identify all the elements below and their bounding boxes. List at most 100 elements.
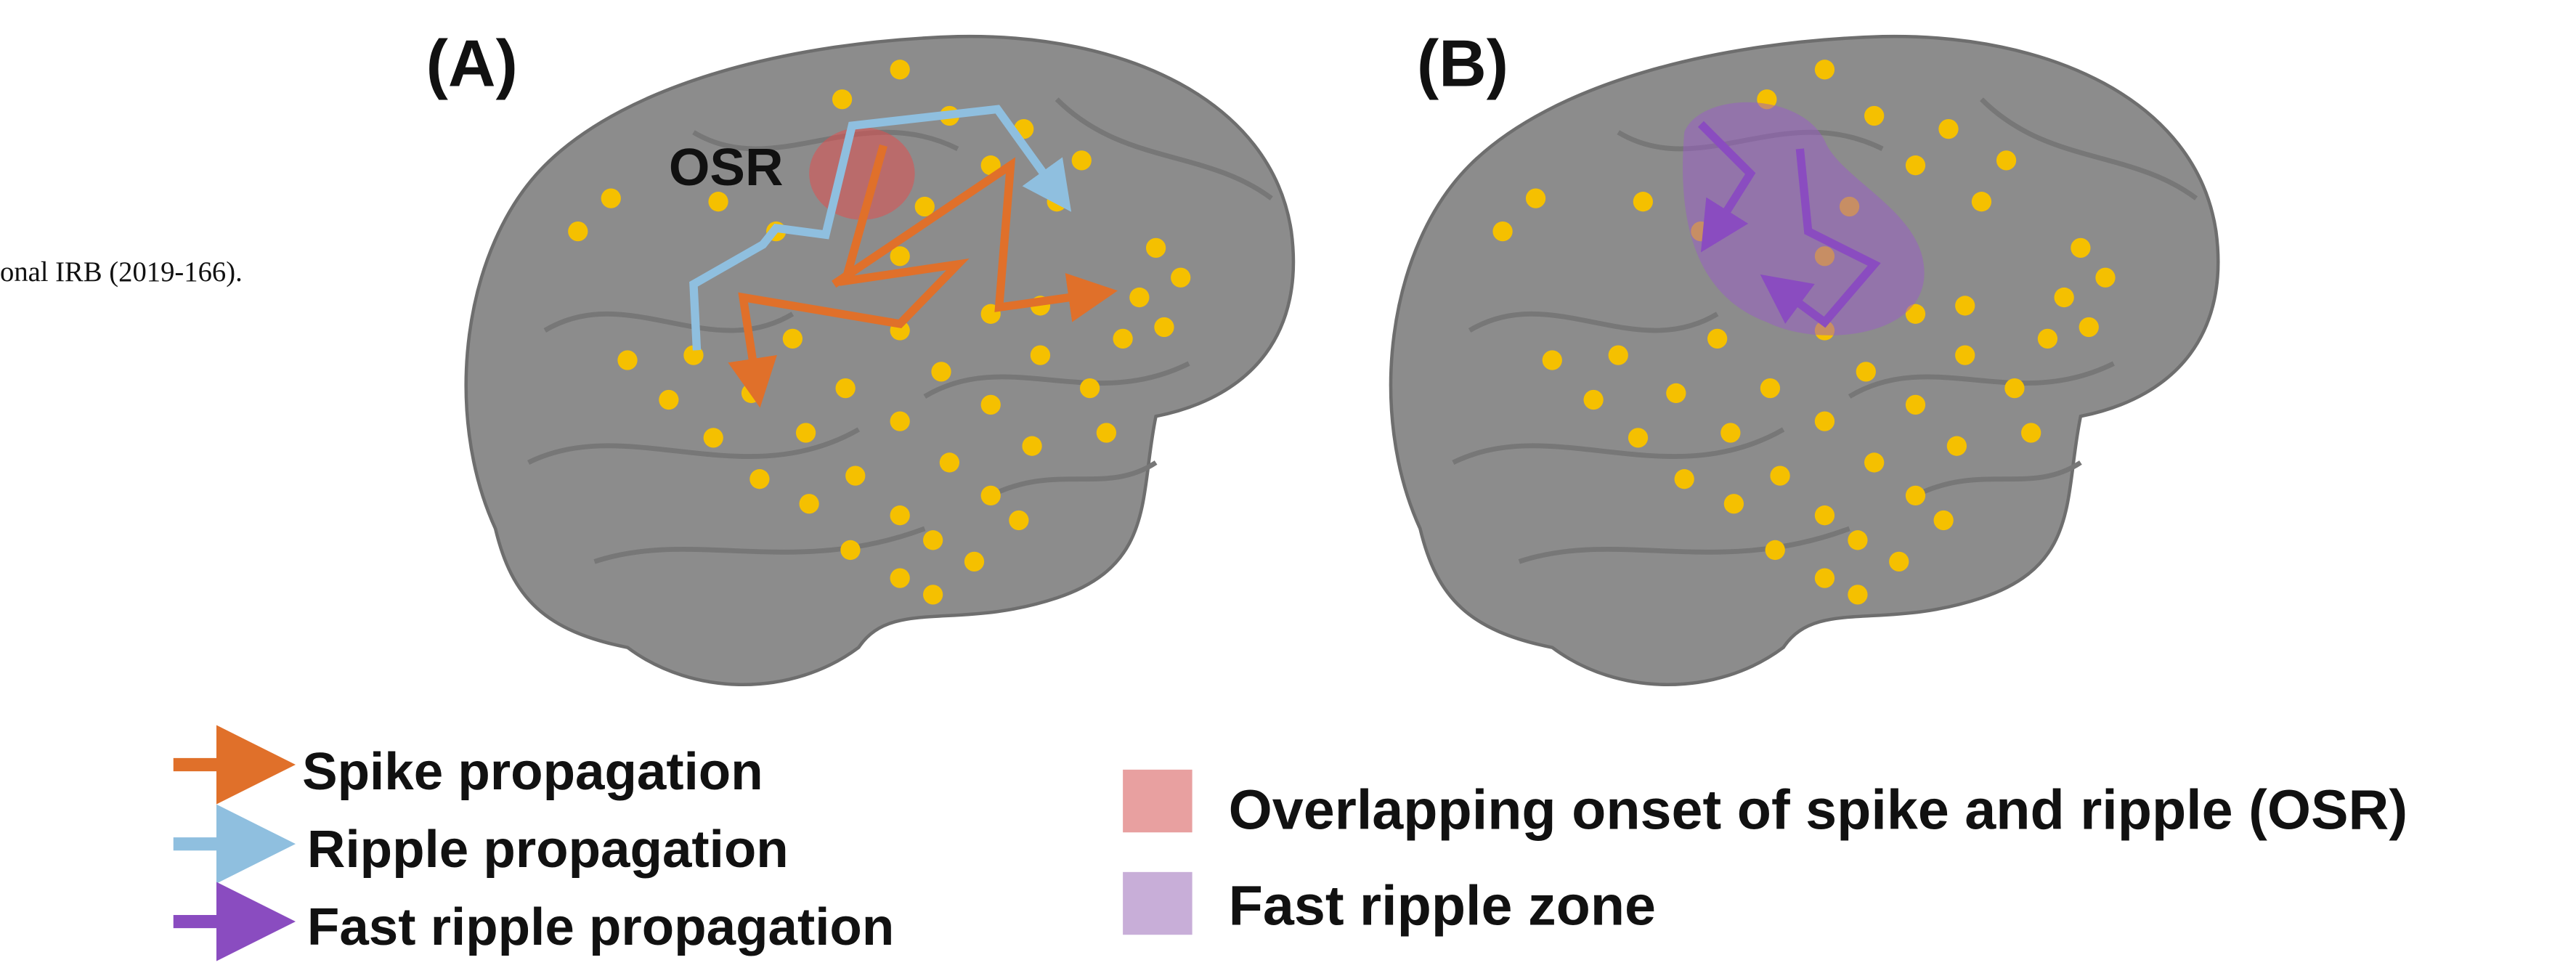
electrode (782, 328, 803, 349)
electrode (1770, 465, 1790, 486)
electrode (1848, 585, 1868, 605)
electrode (1009, 510, 1029, 531)
osr-label: OSR (669, 138, 784, 197)
electrode (1938, 119, 1959, 139)
electrode (1030, 345, 1051, 365)
electrode (568, 221, 588, 242)
electrode (832, 89, 853, 110)
legend-text: Overlapping onset of spike and ripple (O… (1229, 779, 2408, 842)
electrode (1971, 192, 1992, 212)
spike-arrow (832, 157, 1118, 322)
electrode (1022, 436, 1042, 456)
electrode (1848, 530, 1868, 550)
electrode (1760, 378, 1781, 399)
electrode (1047, 192, 1067, 212)
gyrus (1055, 97, 1273, 200)
electrode (741, 383, 762, 404)
gyrus (1848, 361, 2115, 399)
electrode (1905, 485, 1926, 506)
gyrus (543, 311, 795, 333)
electrode (980, 485, 1001, 506)
legend-text: Fast ripple propagation (307, 898, 894, 956)
electrode (2004, 378, 2025, 399)
electrode (1096, 423, 1117, 443)
electrode (1765, 540, 1785, 561)
panel-label: (B) (1417, 28, 1508, 101)
electrode (939, 452, 960, 473)
electrode (890, 411, 910, 431)
electrode (1129, 287, 1150, 308)
electrode (2054, 287, 2074, 308)
panel-label: (A) (426, 28, 518, 101)
electrode (845, 465, 866, 486)
electrode (1113, 328, 1133, 349)
gyrus (1914, 460, 2082, 498)
electrode (890, 505, 910, 526)
fast-ripple-arrow (1697, 121, 1756, 253)
electrode (835, 378, 856, 399)
legend-swatch (1123, 871, 1192, 935)
electrode (1955, 296, 1975, 316)
electrode (659, 389, 679, 410)
electrode (1996, 150, 2017, 171)
electrode (2095, 267, 2116, 288)
gyrus (527, 427, 861, 465)
electrode (1864, 105, 1885, 126)
electrode (1905, 304, 1926, 324)
electrode (1905, 155, 1926, 176)
electrode (1856, 362, 1876, 382)
electrode (890, 568, 910, 588)
electrode (799, 494, 819, 514)
electrode (1946, 436, 1967, 456)
electrode (1889, 551, 1909, 572)
electrode (1814, 568, 1835, 588)
fast-ripple-arrow (1760, 148, 1881, 328)
electrode (2037, 328, 2058, 349)
electrode (1071, 150, 1092, 171)
electrode (1542, 350, 1562, 370)
electrode (795, 423, 816, 443)
electrode (1080, 378, 1100, 399)
electrode (1525, 188, 1546, 208)
gyrus (989, 460, 1158, 498)
ripple-arrow (689, 105, 1072, 351)
electrode (1154, 317, 1174, 338)
electrode (1814, 411, 1835, 431)
gyrus (1980, 97, 2198, 200)
electrode (1145, 237, 1166, 259)
spike-arrow (728, 144, 970, 408)
electrode (890, 60, 910, 80)
electrode (923, 585, 943, 605)
gyrus (1468, 311, 1719, 333)
electrode (1720, 423, 1741, 443)
electrode (1628, 428, 1649, 448)
gyrus (692, 129, 959, 152)
legend-text: Ripple propagation (307, 820, 789, 879)
electrode (931, 362, 951, 382)
electrode (1633, 192, 1653, 212)
gyrus (923, 361, 1190, 399)
electrode (2021, 423, 2041, 443)
electrode (964, 551, 985, 572)
osr-zone (809, 127, 915, 220)
electrode (708, 192, 728, 212)
electrode (2079, 317, 2099, 338)
electrode (683, 345, 704, 365)
electrode (601, 188, 621, 208)
electrode (1583, 389, 1604, 410)
electrode (1905, 394, 1926, 415)
electrode (703, 428, 723, 448)
legend-swatch (1123, 769, 1192, 833)
electrode (914, 196, 935, 217)
electrode (1666, 383, 1686, 404)
electrode (1864, 452, 1885, 473)
electrode (749, 469, 770, 489)
electrode (980, 394, 1001, 415)
gyrus (593, 526, 926, 564)
electrode (1814, 505, 1835, 526)
brain-b (1391, 36, 2218, 685)
electrode (1723, 494, 1744, 514)
electrode (980, 155, 1001, 176)
